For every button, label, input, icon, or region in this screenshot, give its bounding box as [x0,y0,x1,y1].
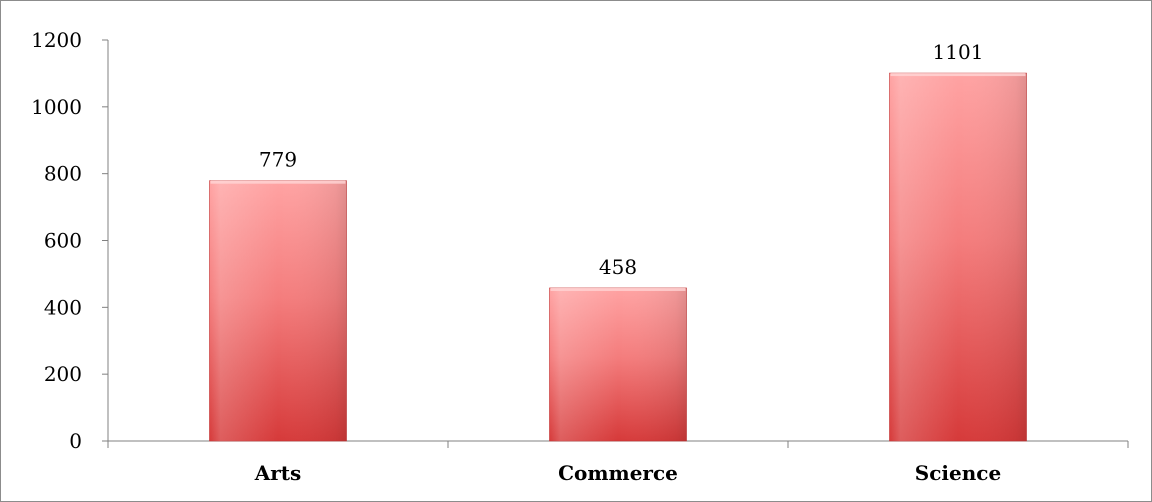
y-tick-label: 400 [44,295,82,319]
y-tick-label: 0 [69,429,82,453]
y-tick-label: 800 [44,162,82,186]
x-category-label: Arts [254,461,302,485]
y-tick-label: 1000 [31,95,82,119]
data-label: 779 [259,148,297,172]
y-tick-label: 1200 [31,28,82,52]
data-label: 1101 [933,40,984,64]
bar-shading [549,287,687,441]
bar-shading [209,180,347,441]
x-category-label: Commerce [558,461,678,485]
plot-area: 0 200 400 600 800 1000 1200 779 Arts 458 Commerce 1… [31,28,1129,485]
bar-top-highlight [890,73,1026,77]
bar-top-highlight [550,287,686,291]
y-tick-label: 200 [44,362,82,386]
x-category-label: Science [915,461,1001,485]
y-tick-label: 600 [44,229,82,253]
bar-top-highlight [210,180,346,184]
bar-shading [889,73,1027,442]
data-label: 458 [599,255,637,279]
